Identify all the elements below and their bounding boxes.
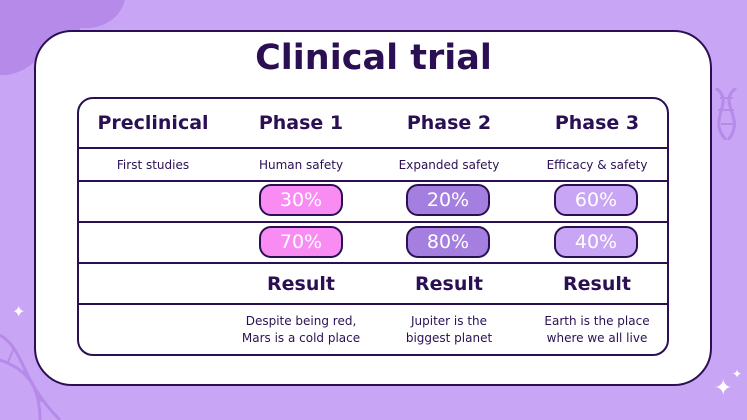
phase-1-value-pill: 30% [259, 184, 343, 216]
phase-1-value-pill: 70% [259, 226, 343, 258]
phase-2-value-pill: 80% [406, 226, 490, 258]
table-divider [79, 303, 667, 305]
phase-3-value-pill: 40% [554, 226, 638, 258]
description-line: where we all live [546, 330, 648, 345]
page-title: Clinical trial [255, 38, 492, 78]
description-line: Mars is a cold place [241, 330, 361, 345]
subheader-preclinical: First studies [116, 157, 190, 172]
result-label-phase-1: Result [267, 272, 335, 295]
phase-3-value-pill: 60% [554, 184, 638, 216]
header-phase-1: Phase 1 [258, 112, 344, 134]
dna-icon [715, 88, 737, 140]
subheader-phase-3: Efficacy & safety [546, 157, 648, 172]
result-label-phase-3: Result [563, 272, 631, 295]
table-divider [79, 262, 667, 264]
result-description-phase-1: Despite being red, Mars is a cold place [227, 305, 375, 354]
sparkle-icon: ✦ [12, 302, 26, 321]
result-label-phase-2: Result [415, 272, 483, 295]
header-phase-3: Phase 3 [554, 112, 640, 134]
subheader-phase-2: Expanded safety [398, 157, 500, 172]
description-line: Despite being red, [245, 313, 357, 328]
table-divider [79, 180, 667, 182]
result-description-phase-3: Earth is the place where we all live [523, 305, 671, 354]
phase-2-value-pill: 20% [406, 184, 490, 216]
header-preclinical: Preclinical [97, 112, 209, 134]
header-phase-2: Phase 2 [406, 112, 492, 134]
phases-table: Preclinical Phase 1 Phase 2 Phase 3 Firs… [77, 97, 669, 356]
description-line: biggest planet [405, 330, 493, 345]
dna-icon [0, 333, 62, 420]
table-divider [79, 147, 667, 149]
description-line: Jupiter is the [410, 313, 488, 328]
description-line: Earth is the place [544, 313, 650, 328]
result-description-phase-2: Jupiter is the biggest planet [375, 305, 523, 354]
sparkle-icon: ✦ [732, 367, 743, 381]
sparkle-icon: ✦ [714, 376, 733, 401]
subheader-phase-1: Human safety [258, 157, 344, 172]
table-divider [79, 221, 667, 223]
